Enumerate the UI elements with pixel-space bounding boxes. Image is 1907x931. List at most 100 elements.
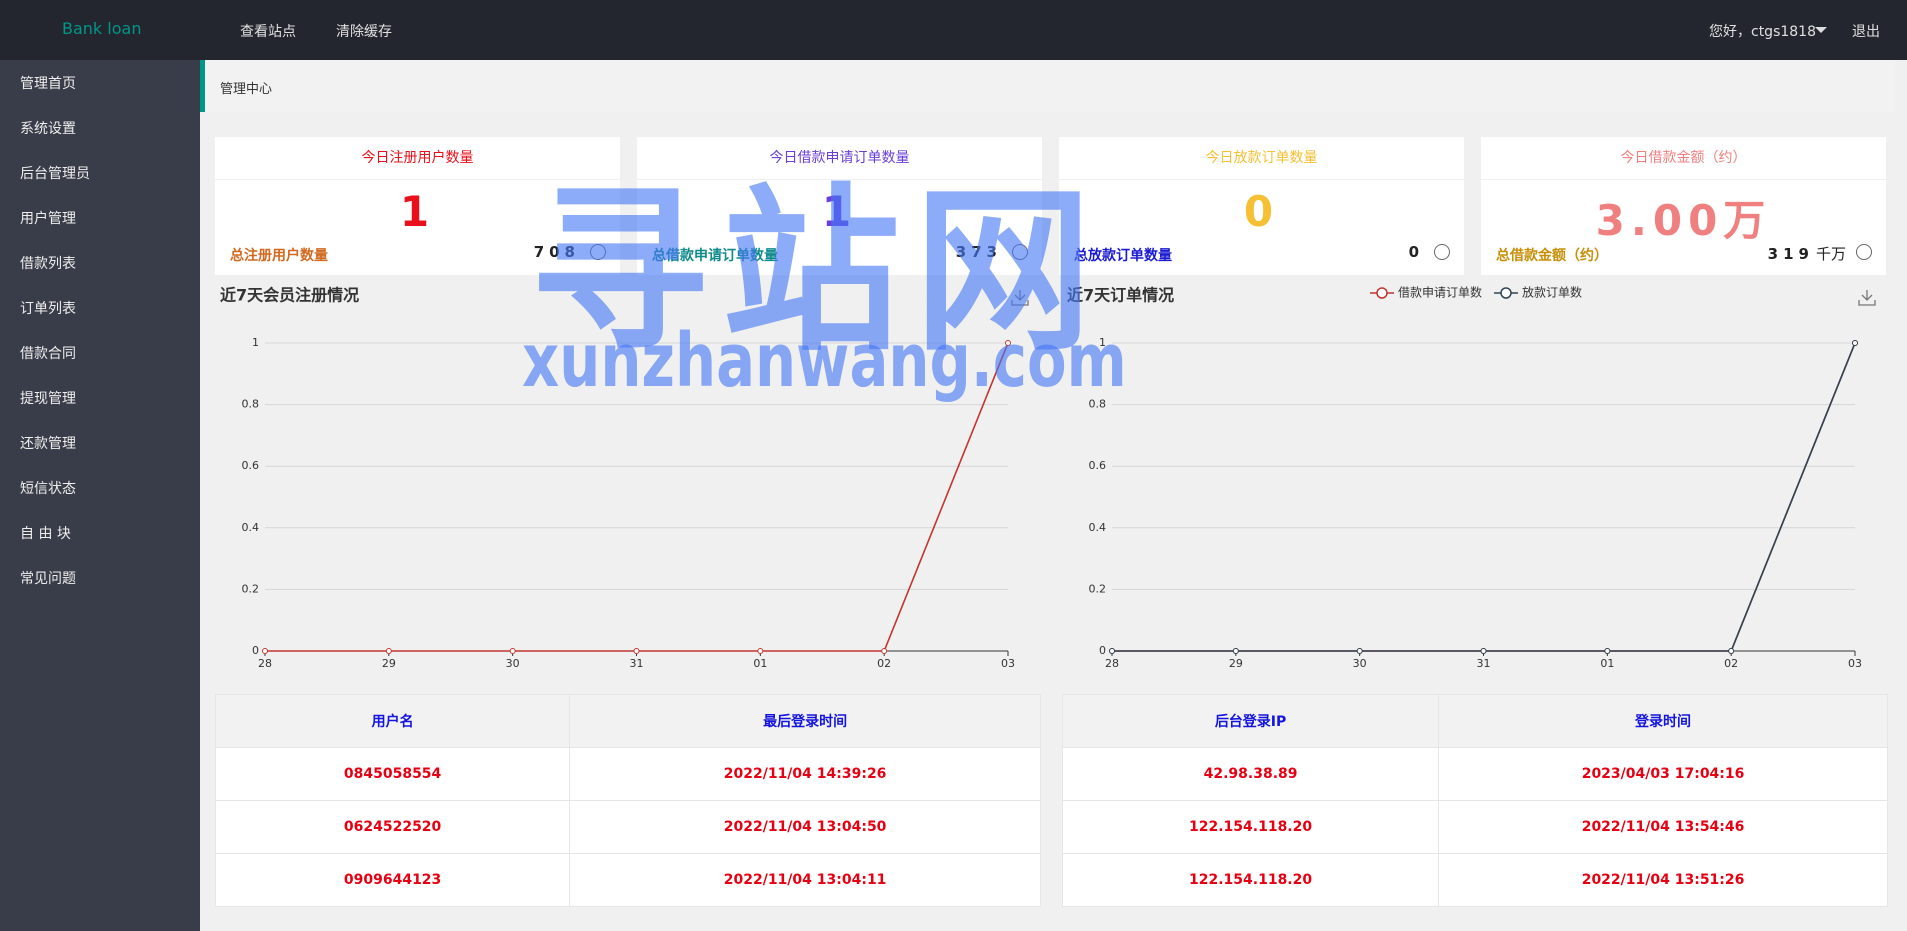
card-total-unit: 千万 [1815,245,1846,263]
sidebar-item[interactable]: 还款管理 [20,436,76,452]
point [1005,340,1011,346]
sidebar-item[interactable]: 常见问题 [20,571,76,587]
nav-link[interactable]: 清除缓存 [336,24,392,40]
point [1232,648,1239,654]
brand[interactable]: Bank loan [62,19,142,38]
stat-card: 今日借款金额（约） 3.00万总借款金额（约） 319 千万 [1481,137,1886,275]
y-tick-label: 0.6 [242,459,260,472]
point [385,648,392,654]
point [1604,648,1611,654]
x-tick-label: 31 [630,657,644,670]
legend-label: 借款申请订单数 [1398,285,1482,300]
logout[interactable]: 退出 [1852,24,1880,40]
legend-marker [1500,287,1512,299]
table-cell: 0909644123 [214,853,571,907]
sidebar-item[interactable]: 用户管理 [20,211,76,227]
card-title: 今日借款金额（约） [1481,137,1886,180]
point [1852,340,1858,346]
y-tick-label: 1 [1099,336,1106,349]
column-header: 最后登录时间 [569,694,1041,748]
sidebar-item[interactable]: 后台管理员 [20,166,90,182]
point [633,648,640,654]
sidebar: 管理首页系统设置后台管理员用户管理借款列表订单列表借款合同提现管理还款管理短信状… [0,60,200,931]
line-series [1112,342,1856,652]
data-table: 后台登录IP 登录时间 42.98.38.89 2023/04/03 17:04:16… [1061,694,1888,907]
download-icon [1011,290,1029,306]
x-tick-label: 28 [258,657,272,670]
download-icon [1858,290,1876,306]
table-cell: 2022/11/04 13:54:46 [1438,800,1888,854]
y-tick-label: 1 [252,336,259,349]
breadcrumb-bar: 管理中心 [200,60,1895,112]
y-tick-label: 0 [1099,644,1106,657]
card-title: 今日借款申请订单数量 [637,137,1042,180]
sidebar-item[interactable]: 订单列表 [20,301,76,317]
y-tick-label: 0.2 [242,582,260,595]
x-tick-label: 29 [382,657,396,670]
x-tick-label: 02 [877,657,891,670]
dropdown-arrow[interactable] [1815,27,1827,33]
user-menu[interactable]: 您好，ctgs1818 [1709,24,1816,40]
point [1356,648,1363,654]
table-cell: 0845058554 [214,747,571,801]
sidebar-item[interactable]: 借款列表 [20,256,76,272]
card-value: 3.00万 [1595,196,1772,245]
x-tick-label: 28 [1105,657,1119,670]
card-total-label: 总放款订单数量 [1074,248,1172,264]
table-cell: 2022/11/04 13:51:26 [1438,853,1888,907]
header-row: 后台登录IP 登录时间 [1061,694,1888,748]
header-row: 用户名 最后登录时间 [214,694,1041,748]
table-cell: 122.154.118.20 [1061,800,1440,854]
sidebar-item[interactable]: 自 由 块 [20,526,71,542]
table-cell: 2022/11/04 13:04:50 [569,800,1041,854]
breadcrumb: 管理中心 [220,82,273,97]
sidebar-item[interactable]: 借款合同 [20,346,76,362]
card-total-value: 319 [1767,245,1814,263]
table-row: 0909644123 2022/11/04 13:04:11 [214,853,1041,907]
x-tick-label: 30 [1353,657,1367,670]
y-tick-label: 0 [252,644,259,657]
card-total-label: 总借款金额（约） [1496,248,1608,264]
nav-link[interactable]: 查看站点 [240,24,296,40]
card-total: 373 [956,243,1002,261]
x-tick-label: 31 [1477,657,1491,670]
legend-label: 放款订单数 [1522,285,1582,300]
x-tick-label: 03 [1001,657,1015,670]
x-tick-label: 01 [753,657,767,670]
legend-marker [1376,287,1388,299]
table-row: 0845058554 2022/11/04 14:39:26 [214,747,1041,801]
point [1480,648,1487,654]
card-icon [1434,244,1450,260]
card-total-value: 708 [533,243,580,261]
card-total: 0 [1409,243,1424,261]
card-total-value: 0 [1408,243,1424,261]
sidebar-item[interactable]: 系统设置 [20,121,76,137]
table-row: 122.154.118.20 2022/11/04 13:54:46 [1061,800,1888,854]
sidebar-item[interactable]: 管理首页 [20,76,76,92]
point [509,648,516,654]
card-icon [1012,244,1028,260]
sidebar-item[interactable]: 短信状态 [20,481,76,497]
point [1728,648,1735,654]
top-bar: Bank loan 查看站点 清除缓存 您好，ctgs1818 退出 [0,0,1907,60]
stat-card: 今日注册用户数量 1 总注册用户数量 708 [215,137,620,275]
point [262,648,268,654]
card-value: 1 [821,187,858,236]
column-header: 用户名 [214,694,571,748]
x-tick-label: 01 [1600,657,1614,670]
card-icon [590,244,606,260]
card-total-label: 总借款申请订单数量 [652,248,778,264]
point [881,648,888,654]
sidebar-item[interactable]: 提现管理 [20,391,76,407]
x-tick-label: 30 [506,657,520,670]
x-tick-label: 29 [1229,657,1243,670]
table-cell: 0624522520 [214,800,571,854]
line-series [1112,342,1856,652]
y-tick-label: 0.2 [1089,582,1107,595]
table-cell: 2022/11/04 14:39:26 [569,747,1041,801]
watermark: xunzhanwang.com [522,318,1127,404]
card-icon [1856,244,1872,260]
y-tick-label: 0.6 [1089,459,1107,472]
